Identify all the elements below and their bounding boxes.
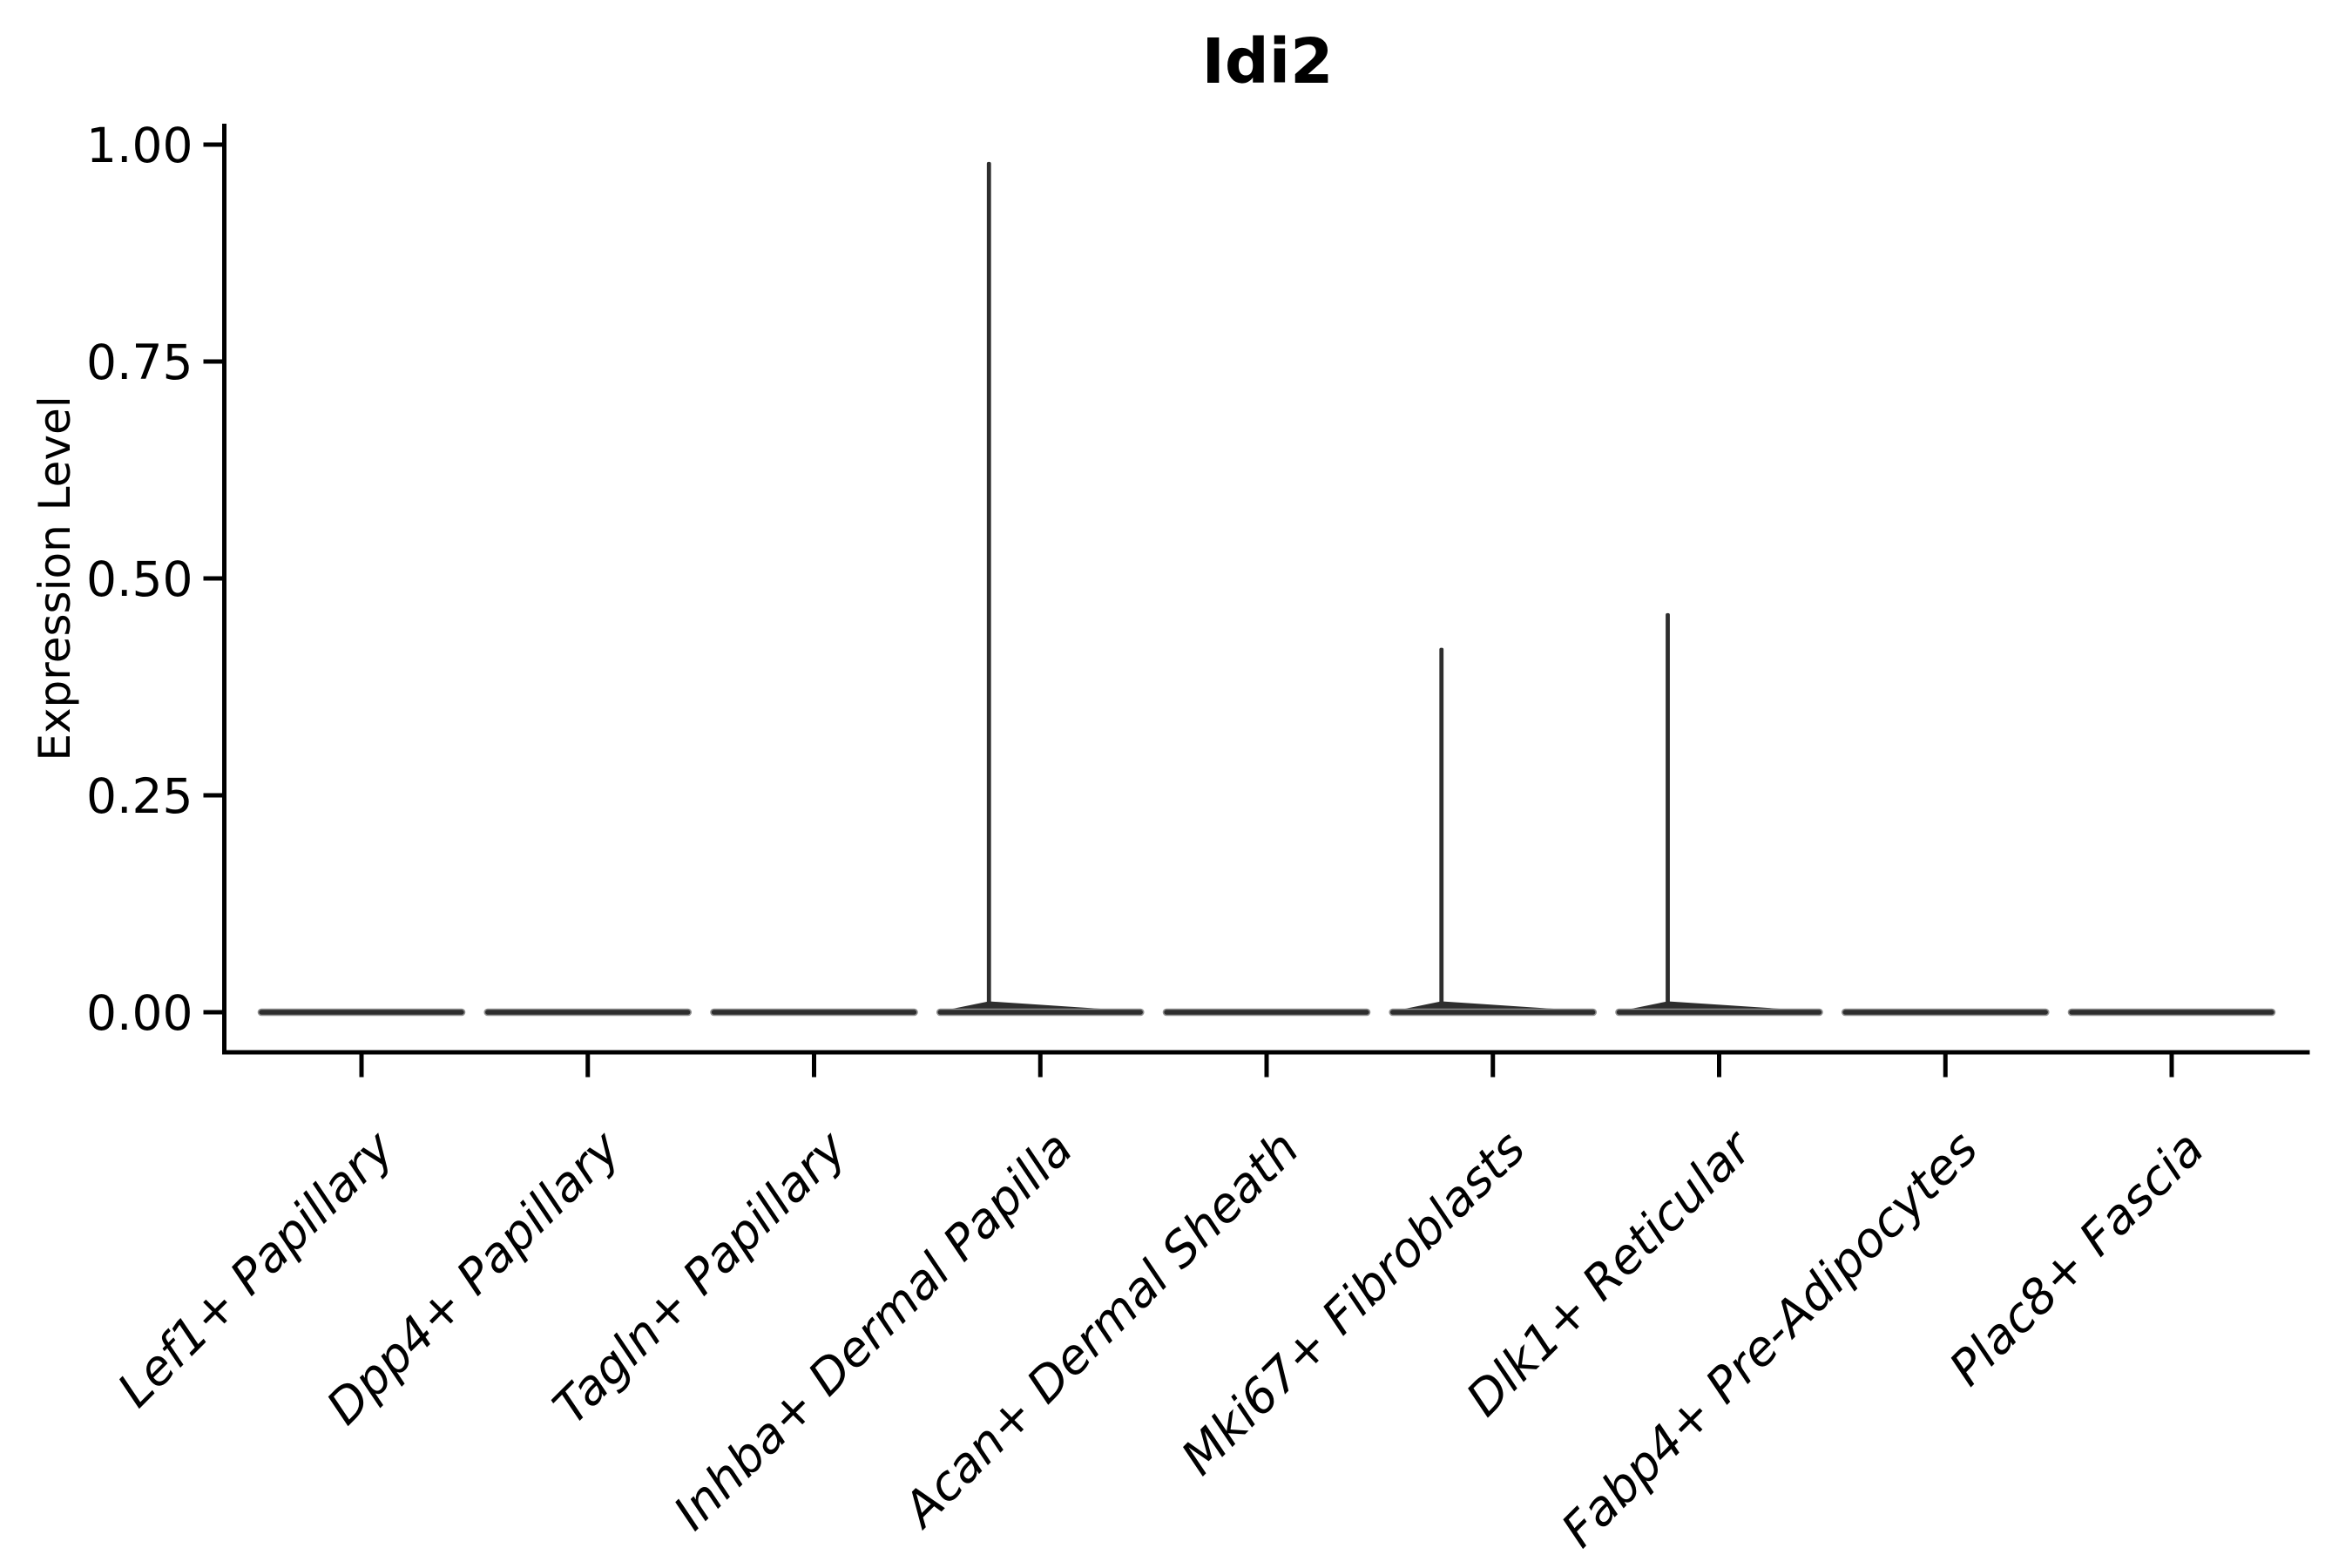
violin-body xyxy=(257,1008,466,1017)
x-axis-line xyxy=(222,1050,2310,1055)
x-tick xyxy=(1943,1054,1948,1078)
y-axis-label: Expression Level xyxy=(30,395,80,760)
violin-layer xyxy=(257,161,2276,1017)
y-tick-label: 0.75 xyxy=(86,335,193,390)
y-tick xyxy=(203,1010,223,1015)
violin-spike xyxy=(1666,612,1670,1012)
x-tick xyxy=(585,1054,591,1078)
violin-body xyxy=(2067,1008,2276,1017)
x-tick xyxy=(1490,1054,1496,1078)
violin-body xyxy=(1389,1008,1598,1017)
x-tick xyxy=(359,1054,364,1078)
y-tick xyxy=(203,793,223,798)
violin-body xyxy=(1841,1008,2050,1017)
violin-body xyxy=(1615,1008,1823,1017)
y-tick-label: 1.00 xyxy=(86,118,193,173)
violin-spike xyxy=(1439,647,1444,1012)
y-tick-label: 0.25 xyxy=(86,768,193,824)
y-tick-label: 0.50 xyxy=(86,551,193,607)
y-tick xyxy=(203,576,223,581)
x-tick xyxy=(812,1054,816,1078)
x-tick xyxy=(1037,1054,1043,1078)
x-tick xyxy=(2169,1054,2174,1078)
violin-body xyxy=(936,1008,1145,1017)
violin-spike xyxy=(986,161,991,1013)
x-tick-label: Fabp4+ Pre-Adipocytes xyxy=(1551,1120,1988,1558)
y-axis-line xyxy=(222,124,226,1055)
x-tick xyxy=(1264,1054,1269,1078)
x-tick xyxy=(1717,1054,1721,1078)
x-tick-label: Acan+ Dermal Sheath xyxy=(891,1120,1310,1539)
y-tick xyxy=(203,142,223,147)
plot-title: Idi2 xyxy=(1201,25,1334,98)
violin-body xyxy=(710,1008,918,1017)
y-tick-label: 0.00 xyxy=(86,985,193,1041)
violin-body xyxy=(1162,1008,1371,1017)
x-tick-label: Inhba+ Dermal Papilla xyxy=(663,1120,1083,1540)
violin-body xyxy=(483,1008,693,1017)
y-tick xyxy=(203,359,223,364)
